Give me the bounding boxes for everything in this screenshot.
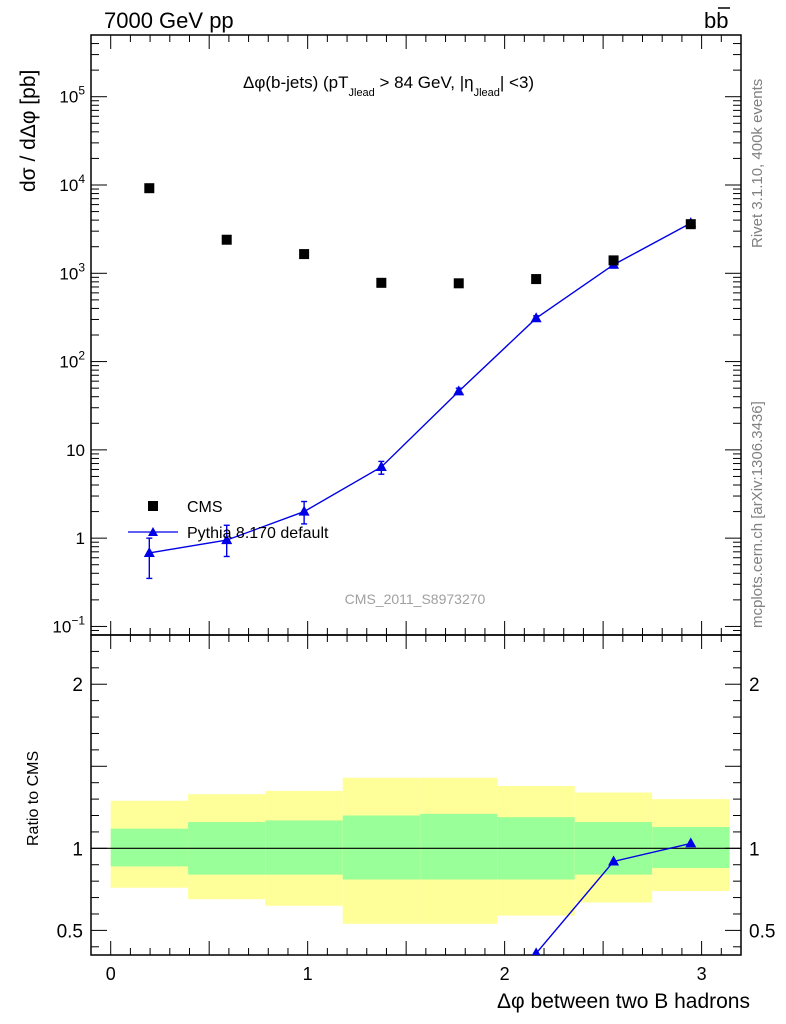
ratio-mc-point <box>453 997 464 1007</box>
ratio-y-axis-label: Ratio to CMS <box>25 751 42 846</box>
mc-point <box>453 385 465 396</box>
main-y-tick-label: 103 <box>59 260 85 283</box>
ratio-series-layer <box>144 837 697 1016</box>
mc-point <box>143 546 155 557</box>
ratio-x-tick-label: 1 <box>303 964 313 984</box>
legend-label-cms: CMS <box>187 499 223 516</box>
cms-point <box>531 274 542 285</box>
mc-point <box>298 505 310 516</box>
ratio-y-tick-label: 0.5 <box>57 921 83 942</box>
energy-label: 7000 GeV pp <box>104 8 234 33</box>
main-y-tick-label: 10−1 <box>52 613 85 636</box>
mc-point <box>530 312 542 323</box>
cms-point <box>608 255 619 266</box>
cms-point <box>685 219 696 230</box>
legend-marker-mc <box>148 527 158 536</box>
ratio-band-inner <box>342 815 421 880</box>
cms-point <box>453 278 464 289</box>
ratio-band-inner <box>110 828 189 867</box>
rivet-label: Rivet 3.1.10, 400k events <box>749 79 766 248</box>
main-y-tick-label: 10 <box>66 441 85 460</box>
x-axis-label: Δφ between two B hadrons <box>497 990 750 1013</box>
main-plot-frame <box>90 34 742 636</box>
ratio-mc-line <box>532 842 691 955</box>
process-label-bar: b <box>716 8 728 33</box>
ratio-y-tick-label-right: 1 <box>749 839 760 860</box>
cms-point <box>144 183 155 194</box>
ratio-mc-point <box>299 1006 310 1016</box>
ratio-y-tick-label-right: 0.5 <box>749 921 775 942</box>
legend: CMS Pythia 8.170 default <box>128 499 329 542</box>
main-y-tick-label: 1 <box>76 529 85 548</box>
ratio-band-inner <box>420 813 498 880</box>
ratio-x-tick-label: 2 <box>500 964 510 984</box>
ratio-x-tick-label: 3 <box>697 964 707 984</box>
mcplots-label: mcplots.cern.ch [arXiv:1306.3436] <box>749 401 766 628</box>
mc-line <box>149 222 692 554</box>
analysis-watermark: CMS_2011_S8973270 <box>345 591 486 607</box>
main-series-layer <box>143 183 697 580</box>
ratio-plot-frame <box>90 634 742 956</box>
cms-point <box>221 234 232 245</box>
cms-point <box>299 249 310 260</box>
cms-point <box>376 277 387 288</box>
process-label: bb <box>704 8 729 33</box>
ratio-mc-point <box>376 1005 387 1015</box>
mc-point <box>221 534 233 545</box>
ratio-mc-point <box>531 947 541 955</box>
main-axis-ticks: 10−1 1 10 102 103 104 105 <box>52 34 742 636</box>
legend-label-mc: Pythia 8.170 default <box>187 525 329 542</box>
legend-marker-cms <box>148 501 158 511</box>
main-y-tick-label: 102 <box>59 349 85 372</box>
main-y-tick-label: 104 <box>59 172 85 195</box>
ratio-uncertainty-bands <box>110 777 730 924</box>
plot-title: Δφ(b-jets) (pTJlead > 84 GeV, |ηJlead| <… <box>243 73 534 99</box>
ratio-band-inner <box>265 820 343 875</box>
ratio-y-tick-label: 2 <box>72 675 83 696</box>
ratio-y-tick-label: 1 <box>72 839 83 860</box>
ratio-mc-point <box>608 855 620 866</box>
ratio-mc-point <box>144 1006 155 1016</box>
ratio-mc-point <box>685 837 697 848</box>
ratio-x-tick-label: 0 <box>106 964 116 984</box>
ratio-y-tick-label-right: 2 <box>749 675 760 696</box>
main-y-tick-label: 105 <box>59 84 85 107</box>
ratio-mc-point <box>221 1006 232 1016</box>
mc-point <box>375 460 387 471</box>
ratio-axis-ticks: 0 1 2 3 0.5 0.5 1 1 2 2 <box>57 634 775 984</box>
ratio-band-inner <box>652 827 730 869</box>
main-y-axis-label: dσ / dΔφ [pb] <box>17 70 40 192</box>
